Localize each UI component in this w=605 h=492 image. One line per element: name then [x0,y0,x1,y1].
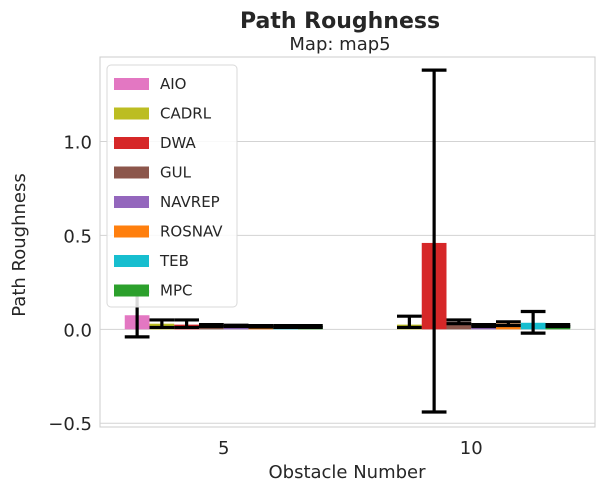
error-bar [397,314,422,330]
error-bar [298,323,323,330]
legend-item: ROSNAV [114,223,223,241]
y-axis-label: Path Roughness [9,173,30,316]
legend-swatch [114,107,149,120]
legend-label: MPC [160,282,192,300]
x-tick-label: 10 [460,438,483,459]
y-tick-label: 0.5 [63,226,92,247]
error-bar [174,318,199,330]
bar [446,321,472,330]
legend-swatch [114,284,149,297]
legend-swatch [114,225,149,238]
legend-label: ROSNAV [160,223,223,241]
y-ticks: −0.5 0.0 0.5 1.0 [48,133,92,436]
legend-box [106,64,238,308]
legend-item: AIO [114,75,187,93]
chart-subtitle: Map: map5 [289,34,390,55]
error-bar [199,323,224,329]
error-bar [273,323,298,330]
legend-item: DWA [114,134,197,152]
error-bars [124,68,571,414]
legend-swatch [114,137,149,149]
legend-item: CADRL [114,105,212,123]
error-bar [545,323,571,329]
error-bar [496,320,521,328]
error-bar [149,318,175,330]
legend-swatch [114,78,149,90]
y-tick-label: −0.5 [48,414,92,435]
legend-item: GUL [114,164,192,182]
x-ticks: 5 10 [218,438,483,459]
legend: AIO CADRL DWA GUL NAVREP ROSNAV TEB MPC [106,64,238,308]
legend-swatch [114,196,149,208]
error-bar [223,323,249,329]
error-bar [248,323,274,329]
legend-item: TEB [114,252,189,270]
legend-label: TEB [159,252,189,270]
legend-label: CADRL [160,105,212,123]
legend-label: NAVREP [160,193,220,211]
x-axis-label: Obstacle Number [268,462,426,483]
legend-item: NAVREP [114,193,220,211]
chart-title: Path Roughness [240,9,440,34]
error-bar [421,68,447,414]
legend-swatch [114,255,149,267]
x-tick-label: 5 [218,438,229,459]
error-bar [520,309,546,335]
error-bar [446,318,472,326]
y-tick-label: 1.0 [63,133,92,154]
error-bar [471,323,496,329]
legend-item: MPC [114,282,192,300]
legend-swatch [114,166,149,179]
legend-label: AIO [160,75,187,93]
legend-label: GUL [160,164,192,182]
y-tick-label: 0.0 [63,320,92,341]
legend-label: DWA [160,134,197,152]
